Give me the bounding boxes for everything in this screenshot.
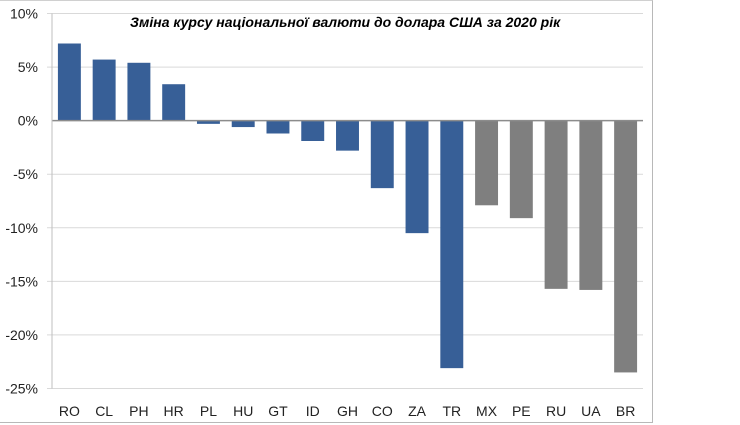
- x-tick-label: RU: [546, 403, 566, 419]
- bar-ro: [57, 43, 81, 121]
- bar-ph: [127, 62, 151, 121]
- x-tick-label: ID: [306, 403, 320, 419]
- bar-cl: [92, 59, 116, 121]
- x-tick-label: PL: [200, 403, 217, 419]
- bars: [57, 43, 638, 373]
- y-tick-label: 5%: [18, 59, 38, 75]
- x-tick-label: HU: [233, 403, 253, 419]
- x-tick-label: UA: [581, 403, 601, 419]
- bar-ua: [579, 120, 603, 290]
- bar-pe: [509, 120, 533, 219]
- bar-tr: [440, 120, 464, 369]
- y-tick-labels: 10% 5% 0% -5% -10% -15% -20% -25%: [5, 6, 38, 397]
- bar-id: [301, 120, 325, 141]
- bar-ru: [544, 120, 568, 289]
- x-tick-label: CL: [95, 403, 113, 419]
- bar-hr: [162, 84, 186, 121]
- y-tick-label: 10%: [10, 6, 38, 22]
- bar-br: [614, 120, 638, 373]
- bar-gh: [336, 120, 359, 151]
- x-tick-label: BR: [616, 403, 635, 419]
- x-tick-label: GH: [337, 403, 358, 419]
- y-tick-label: -15%: [5, 273, 38, 289]
- bar-gt: [266, 120, 290, 134]
- x-tick-labels: RO CL PH HR PL HU GT ID GH CO ZA TR MX PE RU UA BR: [59, 403, 635, 419]
- x-tick-label: PH: [129, 403, 148, 419]
- bar-hu: [231, 120, 255, 128]
- x-tick-label: RO: [59, 403, 80, 419]
- x-tick-label: CO: [372, 403, 393, 419]
- bar-pl: [196, 120, 220, 124]
- x-tick-label: PE: [512, 403, 531, 419]
- y-tick-label: -20%: [5, 327, 38, 343]
- x-tick-label: HR: [164, 403, 184, 419]
- x-tick-label: GT: [268, 403, 288, 419]
- x-tick-label: TR: [442, 403, 461, 419]
- y-tick-label: -25%: [5, 381, 38, 397]
- bar-co: [370, 120, 394, 189]
- x-tick-label: MX: [476, 403, 498, 419]
- x-tick-label: ZA: [408, 403, 427, 419]
- y-tick-label: -5%: [13, 166, 38, 182]
- bar-mx: [475, 120, 499, 206]
- chart-title: Зміна курсу національної валюти до долар…: [130, 14, 561, 30]
- bar-za: [405, 120, 429, 234]
- y-tick-label: -10%: [5, 220, 38, 236]
- y-tick-label: 0%: [18, 113, 38, 129]
